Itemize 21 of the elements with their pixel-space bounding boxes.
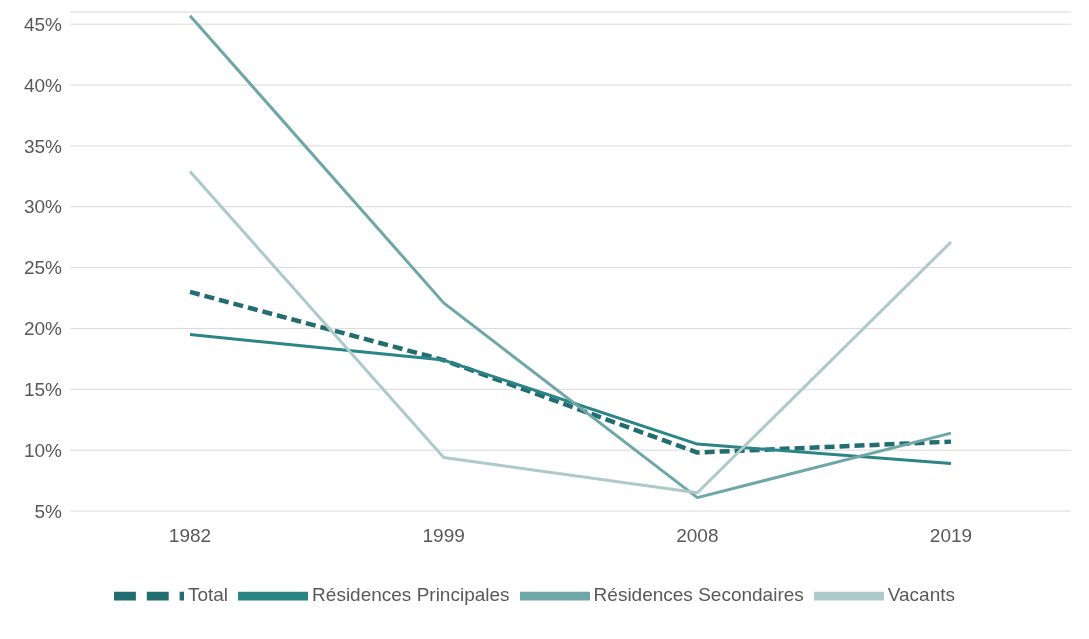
y-tick-label: 5% [34, 500, 63, 522]
y-tick-label: 25% [23, 257, 63, 279]
line-series [188, 169, 953, 495]
legend-label: Vacants [887, 584, 956, 606]
x-tick-label: 1982 [168, 525, 212, 547]
y-tick-label: 15% [23, 379, 63, 401]
line-series [188, 333, 953, 466]
legend-label: Total [187, 584, 229, 606]
legend-label: Résidences Principales [312, 584, 510, 606]
line-series [188, 14, 953, 500]
x-tick-label: 2019 [929, 525, 973, 547]
x-tick-label: 1999 [422, 525, 465, 547]
legend-label: Résidences Secondaires [593, 584, 804, 606]
line-series [187, 289, 954, 455]
y-tick-label: 20% [23, 318, 63, 340]
y-tick-label: 45% [23, 13, 63, 35]
y-tick-label: 30% [23, 196, 63, 218]
y-tick-label: 35% [23, 135, 63, 157]
y-tick-label: 10% [23, 439, 63, 461]
x-tick-label: 2008 [676, 525, 719, 547]
y-tick-label: 40% [23, 74, 63, 96]
